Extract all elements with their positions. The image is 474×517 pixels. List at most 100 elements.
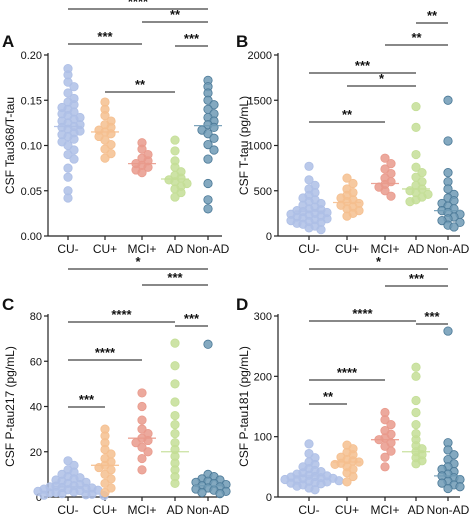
data-point xyxy=(63,163,73,173)
y-tick-label: 2000 xyxy=(248,50,272,62)
data-point xyxy=(209,133,219,143)
data-point xyxy=(386,159,396,169)
significance-label: *** xyxy=(424,309,440,324)
y-tick-label: 1500 xyxy=(248,95,272,107)
data-point xyxy=(170,478,180,489)
y-tick-label: 0.15 xyxy=(21,95,42,107)
data-point xyxy=(443,168,453,178)
significance-label: ** xyxy=(323,389,334,404)
significance-label: ** xyxy=(342,107,353,122)
data-point xyxy=(380,441,390,451)
x-tick-label: AD xyxy=(167,503,184,517)
data-point xyxy=(69,134,79,144)
data-point xyxy=(197,487,207,498)
data-point xyxy=(137,168,147,178)
data-point xyxy=(143,435,153,446)
data-point xyxy=(203,195,213,205)
x-tick-label: CU- xyxy=(298,503,319,517)
data-point xyxy=(57,489,67,499)
data-point xyxy=(69,487,79,497)
data-point xyxy=(316,479,326,489)
data-point xyxy=(170,338,180,348)
data-point xyxy=(137,144,147,154)
data-point xyxy=(69,82,79,92)
x-tick-label: CU+ xyxy=(335,503,359,517)
data-point xyxy=(203,154,213,164)
data-point xyxy=(411,371,421,381)
data-point xyxy=(63,193,73,203)
significance-label: ** xyxy=(135,77,146,92)
data-point xyxy=(411,419,421,430)
panel-a: A 0.00 0.05 0.10 0.15 0.20 CSF Tau368/T-tau CU-… xyxy=(2,0,230,256)
y-tick-label: 20 xyxy=(30,447,42,459)
y-tick-label: 60 xyxy=(30,356,42,368)
y-tick-label: 0.05 xyxy=(21,186,42,198)
significance-label: * xyxy=(135,254,141,269)
data-point xyxy=(342,477,352,487)
x-tick-label: Non-AD xyxy=(427,503,470,517)
x-tick-label: MCI+ xyxy=(370,242,399,256)
y-tick-label: 1000 xyxy=(248,141,272,153)
data-point xyxy=(342,173,352,183)
x-tick-label: CU+ xyxy=(93,503,117,517)
data-point xyxy=(449,222,459,232)
data-point xyxy=(386,191,396,201)
significance-label: *** xyxy=(184,311,200,326)
data-point xyxy=(380,153,390,163)
significance-label: *** xyxy=(355,58,371,73)
x-tick-label: CU- xyxy=(298,242,319,256)
data-point xyxy=(304,439,314,449)
data-point xyxy=(39,490,49,500)
data-point xyxy=(137,415,147,425)
data-point xyxy=(449,450,459,460)
x-tick-label: Non-AD xyxy=(187,503,230,517)
x-tick-label: MCI+ xyxy=(127,242,156,256)
data-point xyxy=(342,211,352,221)
data-point xyxy=(443,326,453,336)
y-tick-label: 0 xyxy=(266,231,272,243)
significance-label: **** xyxy=(352,306,373,321)
significance-label: *** xyxy=(79,392,95,407)
data-point xyxy=(443,136,453,146)
panel-letter: C xyxy=(2,295,14,314)
data-point xyxy=(209,145,219,155)
data-point xyxy=(380,462,390,472)
y-axis-label: CSF P-tau217 (pg/mL) xyxy=(3,346,17,467)
panel-c: C 0 20 40 60 80 CSF P-tau217 (pg/mL) CU- CU+ MCI+… xyxy=(2,254,231,517)
x-tick-label: Non-AD xyxy=(427,242,470,256)
y-tick-label: 500 xyxy=(254,186,272,198)
x-tick-label: CU- xyxy=(57,242,78,256)
data-point xyxy=(380,452,390,462)
x-tick-label: MCI+ xyxy=(370,503,399,517)
data-point xyxy=(170,397,180,407)
data-point xyxy=(69,154,79,164)
x-tick-label: AD xyxy=(408,242,425,256)
significance-label: *** xyxy=(97,29,113,44)
data-point xyxy=(170,429,180,439)
x-tick-label: CU+ xyxy=(335,242,359,256)
data-point xyxy=(455,482,465,492)
data-point xyxy=(203,178,213,189)
y-tick-label: 0 xyxy=(266,492,272,504)
panel-b: B 0 500 1000 1500 2000 CSF T-tau (pg/mL) CU- CU+… xyxy=(236,8,470,256)
data-point xyxy=(411,122,421,133)
y-tick-label: 300 xyxy=(254,311,272,323)
data-point xyxy=(215,489,225,499)
x-tick-label: CU+ xyxy=(93,242,117,256)
x-tick-label: MCI+ xyxy=(127,503,156,517)
data-point xyxy=(81,490,91,500)
data-point xyxy=(348,471,358,482)
significance-label: **** xyxy=(95,345,116,360)
data-point xyxy=(63,172,73,182)
data-point xyxy=(411,362,421,372)
data-point xyxy=(386,419,396,430)
data-point xyxy=(443,483,453,494)
y-tick-label: 40 xyxy=(30,402,42,414)
significance-label: *** xyxy=(167,270,183,285)
data-point xyxy=(411,162,421,172)
data-point xyxy=(310,485,320,495)
significance-label: **** xyxy=(111,307,132,322)
significance-label: **** xyxy=(128,0,149,9)
data-point xyxy=(443,445,453,455)
